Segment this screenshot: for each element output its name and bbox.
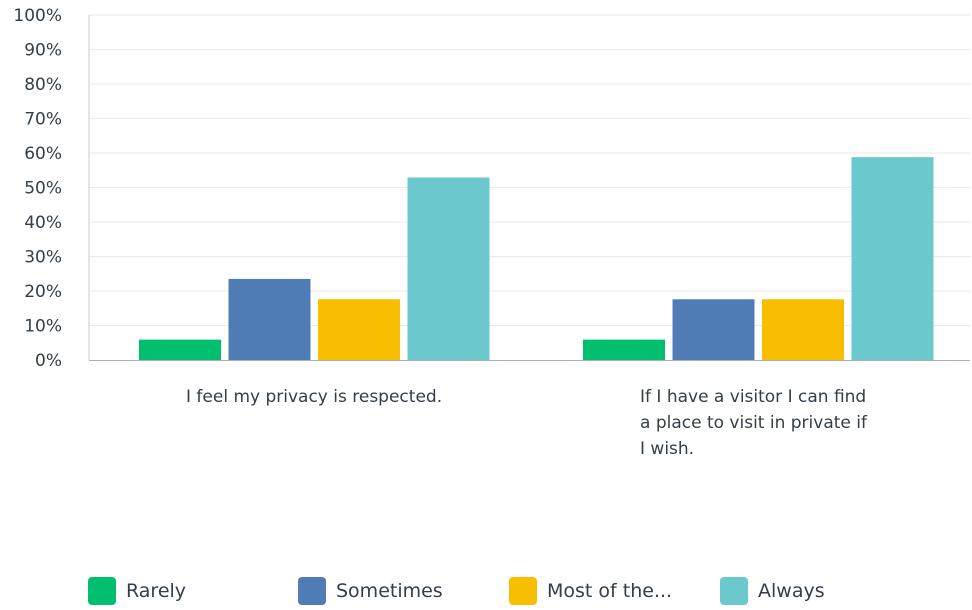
- y-tick-label: 100%: [13, 6, 62, 26]
- y-tick-label: 50%: [24, 179, 62, 199]
- legend-label-sometimes: Sometimes: [336, 580, 443, 602]
- legend-swatch-rarely: [88, 577, 116, 605]
- y-tick-label: 90%: [24, 41, 62, 61]
- y-tick-label: 30%: [24, 248, 62, 268]
- y-tick-label: 20%: [24, 282, 62, 302]
- y-tick-label: 40%: [24, 213, 62, 233]
- y-tick-label: 0%: [35, 351, 62, 371]
- legend-label-always: Always: [758, 580, 825, 602]
- bar-rarely: [583, 339, 665, 360]
- legend-swatch-always: [720, 577, 748, 605]
- category-label: If I have a visitor I can find a place t…: [640, 384, 867, 462]
- bar-sometimes: [228, 278, 311, 360]
- legend-label-rarely: Rarely: [126, 580, 187, 602]
- legend-swatch-most-of-the: [509, 577, 537, 605]
- category-label-line: I feel my privacy is respected.: [186, 387, 443, 407]
- y-tick-label: 10%: [24, 317, 62, 337]
- legend: Rarely Sometimes Most of the... Always: [0, 576, 972, 610]
- legend-label-most-of-the: Most of the...: [547, 580, 673, 602]
- y-tick-label: 60%: [24, 144, 62, 164]
- bar-always: [407, 177, 490, 360]
- bar-always: [851, 157, 934, 360]
- category-label-line: a place to visit in private if: [640, 413, 867, 433]
- legend-swatch-sometimes: [298, 577, 326, 605]
- bar-most-of-the: [318, 299, 400, 360]
- y-tick-label: 80%: [24, 75, 62, 95]
- bar-most-of-the: [762, 299, 844, 360]
- bar-sometimes: [672, 299, 755, 360]
- category-label: I feel my privacy is respected.: [186, 384, 442, 410]
- y-tick-label: 70%: [24, 110, 62, 130]
- category-label-line: I wish.: [640, 439, 695, 459]
- category-label-line: If I have a visitor I can find: [640, 387, 867, 407]
- bar-rarely: [139, 339, 221, 360]
